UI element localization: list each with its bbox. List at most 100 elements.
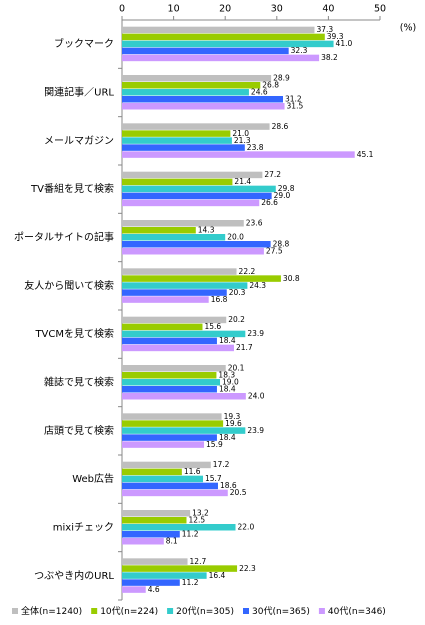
bar	[122, 103, 285, 110]
bar	[122, 185, 276, 193]
value-label: 14.3	[198, 226, 215, 235]
value-label: 11.2	[182, 578, 199, 587]
value-label: 23.8	[247, 143, 264, 152]
y-tick-label: 店頭で見て検索	[44, 424, 114, 437]
value-label: 16.8	[211, 295, 228, 304]
value-label: 41.0	[336, 39, 353, 48]
y-tick-label: つぶやき内のURL	[34, 569, 114, 582]
bar	[122, 144, 245, 151]
bar	[122, 517, 187, 524]
value-label: 20.5	[230, 488, 247, 497]
bar	[122, 192, 272, 200]
x-tick-label: 50	[374, 4, 386, 15]
bar	[122, 151, 355, 158]
x-tick-label: 40	[322, 4, 334, 15]
y-tick-label: 雑誌で見て検索	[44, 376, 114, 389]
bar	[122, 524, 236, 531]
value-label: 21.3	[234, 136, 251, 145]
bar	[122, 420, 224, 427]
bar	[122, 96, 283, 103]
value-label: 21.4	[234, 177, 251, 186]
value-label: 28.9	[273, 74, 290, 83]
value-label: 4.6	[148, 585, 160, 594]
value-label: 27.2	[264, 170, 281, 179]
value-label: 20.2	[228, 315, 245, 324]
bar	[122, 427, 246, 434]
bar	[122, 26, 315, 34]
value-label: 22.2	[239, 267, 256, 276]
bar	[122, 558, 188, 565]
value-label: 11.2	[182, 530, 199, 539]
bar	[122, 227, 196, 234]
bar	[122, 47, 289, 55]
value-label: 26.6	[261, 198, 278, 207]
value-label: 12.5	[189, 516, 206, 525]
value-label: 20.3	[229, 288, 246, 297]
x-tick-label: 30	[271, 4, 283, 15]
value-label: 13.2	[192, 509, 209, 518]
y-tick-label: 関連記事／URL	[44, 86, 114, 99]
y-tick-label: ポータルサイトの記事	[14, 231, 114, 244]
bar	[122, 330, 246, 338]
bar	[122, 123, 270, 130]
bar	[122, 282, 248, 289]
value-label: 28.6	[272, 122, 289, 131]
value-label: 29.8	[278, 184, 295, 193]
bar	[122, 234, 226, 241]
value-label: 19.6	[225, 419, 242, 428]
value-label: 23.6	[246, 219, 263, 228]
bar	[122, 54, 320, 62]
bar	[122, 137, 232, 144]
value-label: 45.1	[357, 150, 374, 159]
bar	[122, 75, 272, 82]
y-tick-label: 友人から聞いて検索	[24, 279, 114, 292]
bar	[122, 393, 246, 400]
legend-swatch	[91, 608, 98, 614]
bar	[122, 441, 205, 448]
value-label: 29.0	[274, 191, 291, 200]
bar	[122, 572, 207, 579]
bar	[122, 538, 164, 545]
value-label: 21.0	[232, 129, 249, 138]
bar	[122, 386, 217, 393]
value-label: 17.2	[213, 460, 230, 469]
value-label: 18.6	[220, 481, 237, 490]
bar	[122, 268, 237, 275]
bar	[122, 40, 334, 48]
value-label: 31.5	[287, 102, 304, 111]
legend-swatch	[12, 608, 18, 614]
legend-swatch	[243, 608, 249, 614]
value-label: 23.9	[247, 426, 264, 435]
value-label: 23.9	[247, 329, 264, 338]
y-tick-label: TV番組を見て検索	[30, 182, 114, 195]
y-tick-label: メールマガジン	[44, 135, 114, 147]
x-tick-label: 0	[119, 4, 125, 15]
y-tick-label: TVCMを見て検索	[34, 327, 114, 340]
value-label: 38.2	[321, 53, 338, 62]
value-label: 30.8	[283, 274, 300, 283]
y-tick-label: mixiチェック	[53, 522, 114, 534]
legend-label: 30代(n=365)	[252, 606, 310, 617]
value-label: 12.7	[190, 557, 207, 566]
value-label: 15.7	[205, 474, 222, 483]
legend-label: 40代(n=346)	[328, 606, 386, 617]
value-label: 22.0	[238, 523, 255, 532]
value-label: 15.6	[204, 322, 221, 331]
bar	[122, 178, 233, 186]
bar	[122, 296, 209, 303]
legend-label: 20代(n=305)	[176, 606, 234, 617]
value-label: 22.3	[239, 564, 256, 573]
bar	[122, 316, 227, 324]
bar	[122, 89, 249, 96]
bar	[122, 344, 234, 352]
x-tick-label: 10	[168, 4, 180, 15]
value-label: 8.1	[166, 537, 178, 546]
bar	[122, 413, 222, 420]
bar	[122, 489, 228, 497]
bar	[122, 475, 204, 483]
value-label: 24.6	[251, 88, 268, 97]
bar	[122, 586, 146, 593]
value-label: 18.4	[219, 385, 236, 394]
y-tick-label: ブックマーク	[54, 37, 114, 50]
value-label: 21.7	[236, 343, 253, 352]
